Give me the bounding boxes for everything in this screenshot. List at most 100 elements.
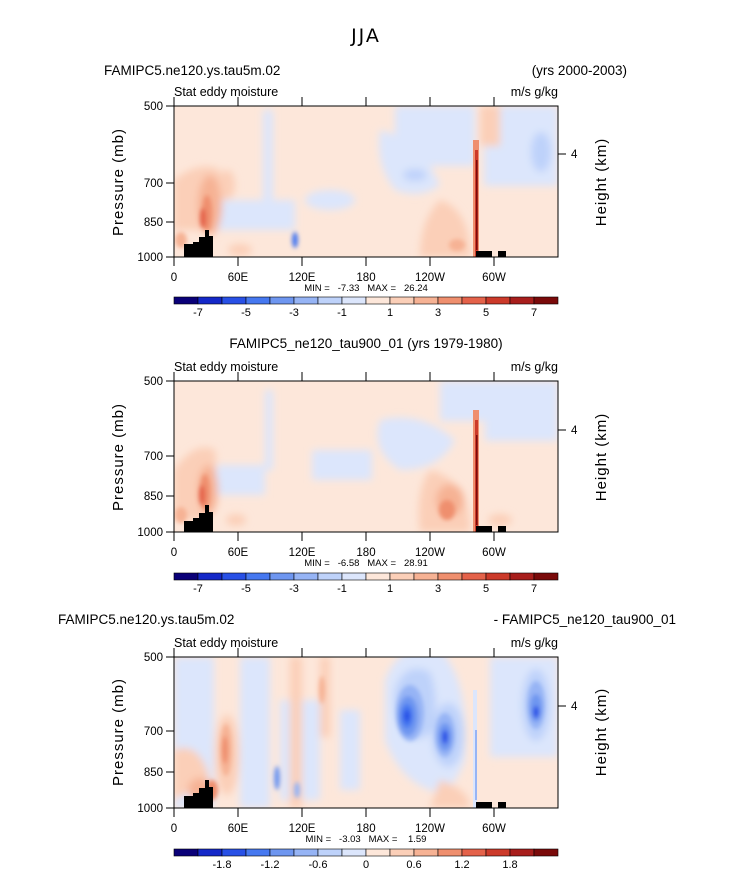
panel-2-subtitle-right: m/s g/kg [511, 360, 558, 374]
panel-2-xtick-180: 180 [356, 547, 375, 559]
panel-3-xtick-120w: 120W [415, 823, 445, 835]
panel-3-cbar-label-1: -1.8 [213, 859, 232, 871]
colorbar-swatch-6 [293, 296, 319, 305]
panel-3-colorbar [173, 848, 559, 857]
panel-1-axis-ticks [166, 97, 566, 266]
panel-1-cbar-label-5: 1 [387, 307, 393, 319]
panel-2-ytick-700: 700 [144, 451, 163, 463]
colorbar-swatch-1 [173, 572, 199, 581]
panel-3: FAMIPC5.ne120.ys.tau5m.02 - FAMIPC5_ne12… [58, 612, 676, 871]
panel-3-title-left: FAMIPC5.ne120.ys.tau5m.02 [58, 612, 234, 627]
colorbar-swatch-9 [365, 848, 391, 857]
panel-3-stats: MIN = -3.03 MAX = 1.59 [306, 834, 427, 845]
colorbar-swatch-3 [221, 296, 247, 305]
panel-3-field [174, 657, 558, 808]
panel-1-right-tick-4: 4 [571, 149, 578, 161]
colorbar-swatch-1 [173, 296, 199, 305]
panel-2-cbar-label-8: 7 [531, 583, 537, 595]
colorbar-swatch-2 [197, 296, 223, 305]
colorbar-swatch-7 [317, 848, 343, 857]
panel-1-cbar-label-6: 3 [435, 307, 441, 319]
panel-2-cbar-label-1: -7 [193, 583, 203, 595]
panel-2-cbar-label-7: 5 [483, 583, 489, 595]
panel-1-xtick-180: 180 [356, 272, 375, 284]
colorbar-swatch-7 [317, 572, 343, 581]
panel-2-field [174, 381, 558, 532]
panel-3-right-label: Height (km) [593, 688, 610, 777]
panel-1-field [174, 106, 558, 257]
panel-1-xtick-120e: 120E [289, 272, 316, 284]
panel-2-stats: MIN = -6.58 MAX = 28.91 [304, 558, 428, 569]
panel-3-cbar-label-2: -1.2 [261, 859, 280, 871]
panel-1-right-label: Height (km) [593, 138, 610, 227]
colorbar-swatch-8 [341, 296, 367, 305]
panel-3-cbar-label-7: 1.8 [502, 859, 517, 871]
panel-3-cbar-label-5: 0.6 [406, 859, 421, 871]
panel-2-xtick-120w: 120W [415, 547, 445, 559]
colorbar-swatch-11 [413, 848, 439, 857]
colorbar-swatch-5 [269, 296, 295, 305]
panel-2-right-label: Height (km) [593, 413, 610, 502]
colorbar-swatch-15 [509, 848, 535, 857]
panel-1-ytick-700: 700 [144, 178, 163, 190]
panel-3-cbar-label-6: 1.2 [454, 859, 469, 871]
colorbar-swatch-3 [221, 848, 247, 857]
panel-2-cbar-label-4: -1 [337, 583, 347, 595]
colorbar-swatch-16 [533, 296, 559, 305]
colorbar-swatch-12 [437, 296, 463, 305]
panel-1-ytick-850: 850 [144, 217, 163, 229]
panel-2-ytick-1000: 1000 [137, 527, 163, 539]
panel-3-ytick-1000: 1000 [137, 803, 163, 815]
panel-1-cbar-label-2: -5 [241, 307, 251, 319]
colorbar-swatch-11 [413, 296, 439, 305]
panel-3-ytick-700: 700 [144, 726, 163, 738]
panel-1-subtitle-left: Stat eddy moisture [174, 85, 278, 99]
panel-2-axis-ticks [166, 372, 566, 541]
colorbar-swatch-13 [461, 848, 487, 857]
colorbar-swatch-16 [533, 848, 559, 857]
colorbar-swatch-12 [437, 848, 463, 857]
panel-1-cbar-label-3: -3 [289, 307, 299, 319]
colorbar-swatch-14 [485, 296, 511, 305]
colorbar-swatch-2 [197, 572, 223, 581]
panel-1: FAMIPC5.ne120.ys.tau5m.02 (yrs 2000-2003… [104, 63, 627, 319]
panel-3-title-right: - FAMIPC5_ne120_tau900_01 [494, 612, 676, 627]
colorbar-swatch-10 [389, 296, 415, 305]
colorbar-swatch-13 [461, 296, 487, 305]
colorbar-swatch-15 [509, 296, 535, 305]
colorbar-swatch-10 [389, 848, 415, 857]
panel-2-colorbar [173, 572, 559, 581]
colorbar-swatch-7 [317, 296, 343, 305]
panel-1-stats: MIN = -7.33 MAX = 26.24 [304, 283, 428, 294]
colorbar-swatch-2 [197, 848, 223, 857]
colorbar-swatch-6 [293, 572, 319, 581]
panel-1-ylabel: Pressure (mb) [110, 128, 127, 236]
panel-2-xtick-60w: 60W [482, 547, 506, 559]
panel-2-ytick-850: 850 [144, 491, 163, 503]
colorbar-swatch-6 [293, 848, 319, 857]
colorbar-swatch-8 [341, 848, 367, 857]
panel-3-right-tick-4: 4 [571, 701, 578, 713]
panel-2-cbar-label-2: -5 [241, 583, 251, 595]
panel-1-xtick-60w: 60W [482, 272, 506, 284]
panel-2-ylabel: Pressure (mb) [110, 403, 127, 511]
panel-1-cbar-label-8: 7 [531, 307, 537, 319]
panel-2-cbar-label-5: 1 [387, 583, 393, 595]
panel-3-xtick-120e: 120E [289, 823, 316, 835]
panel-1-colorbar [173, 296, 559, 305]
panel-1-xtick-60e: 60E [228, 272, 249, 284]
colorbar-swatch-16 [533, 572, 559, 581]
panel-1-cbar-label-1: -7 [193, 307, 203, 319]
panel-3-subtitle-left: Stat eddy moisture [174, 636, 278, 650]
panel-3-xtick-60e: 60E [228, 823, 249, 835]
panel-2-ytick-500: 500 [144, 376, 163, 388]
panel-2-cbar-label-6: 3 [435, 583, 441, 595]
panel-1-cbar-label-4: -1 [337, 307, 347, 319]
panel-2-right-tick-4: 4 [571, 425, 578, 437]
panel-1-title-left: FAMIPC5.ne120.ys.tau5m.02 [104, 63, 280, 78]
colorbar-swatch-4 [245, 848, 271, 857]
panel-3-subtitle-right: m/s g/kg [511, 636, 558, 650]
colorbar-swatch-9 [365, 296, 391, 305]
colorbar-swatch-1 [173, 848, 199, 857]
